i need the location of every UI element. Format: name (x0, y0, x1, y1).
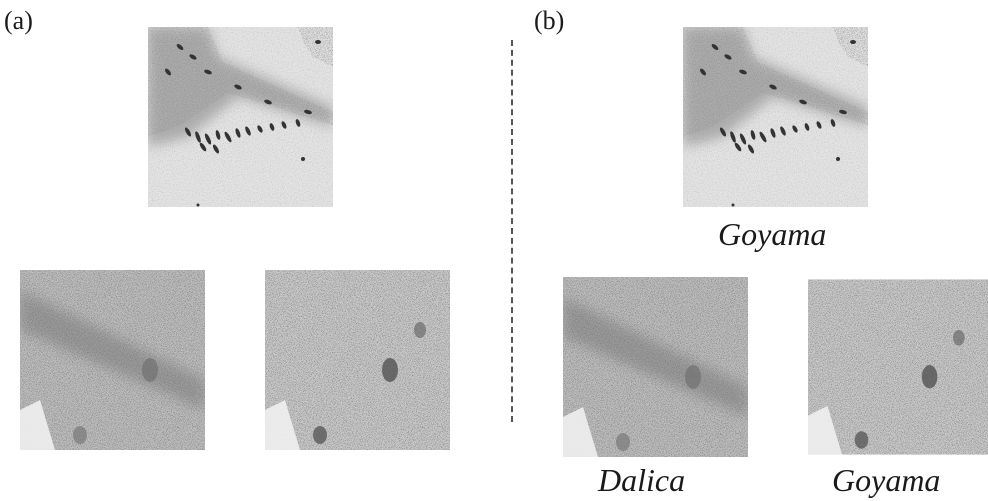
panel-label-b: (b) (534, 6, 565, 35)
panel-b-bottom-right-caption: Goyama (832, 462, 941, 498)
panel-b-bottom-left-image (563, 277, 748, 457)
panel-a-top-image (148, 27, 333, 207)
panel-b-top-image (683, 27, 868, 207)
panel-b-top-caption: Goyama (718, 216, 827, 252)
panel-b-bottom-left-caption: Dalica (598, 462, 686, 498)
panel-a-bottom-left-image (20, 270, 205, 450)
panel-divider (511, 40, 513, 422)
panel-label-a: (a) (4, 6, 33, 35)
panel-a-bottom-right-image (265, 270, 450, 450)
panel-b-bottom-right-image (808, 277, 988, 457)
